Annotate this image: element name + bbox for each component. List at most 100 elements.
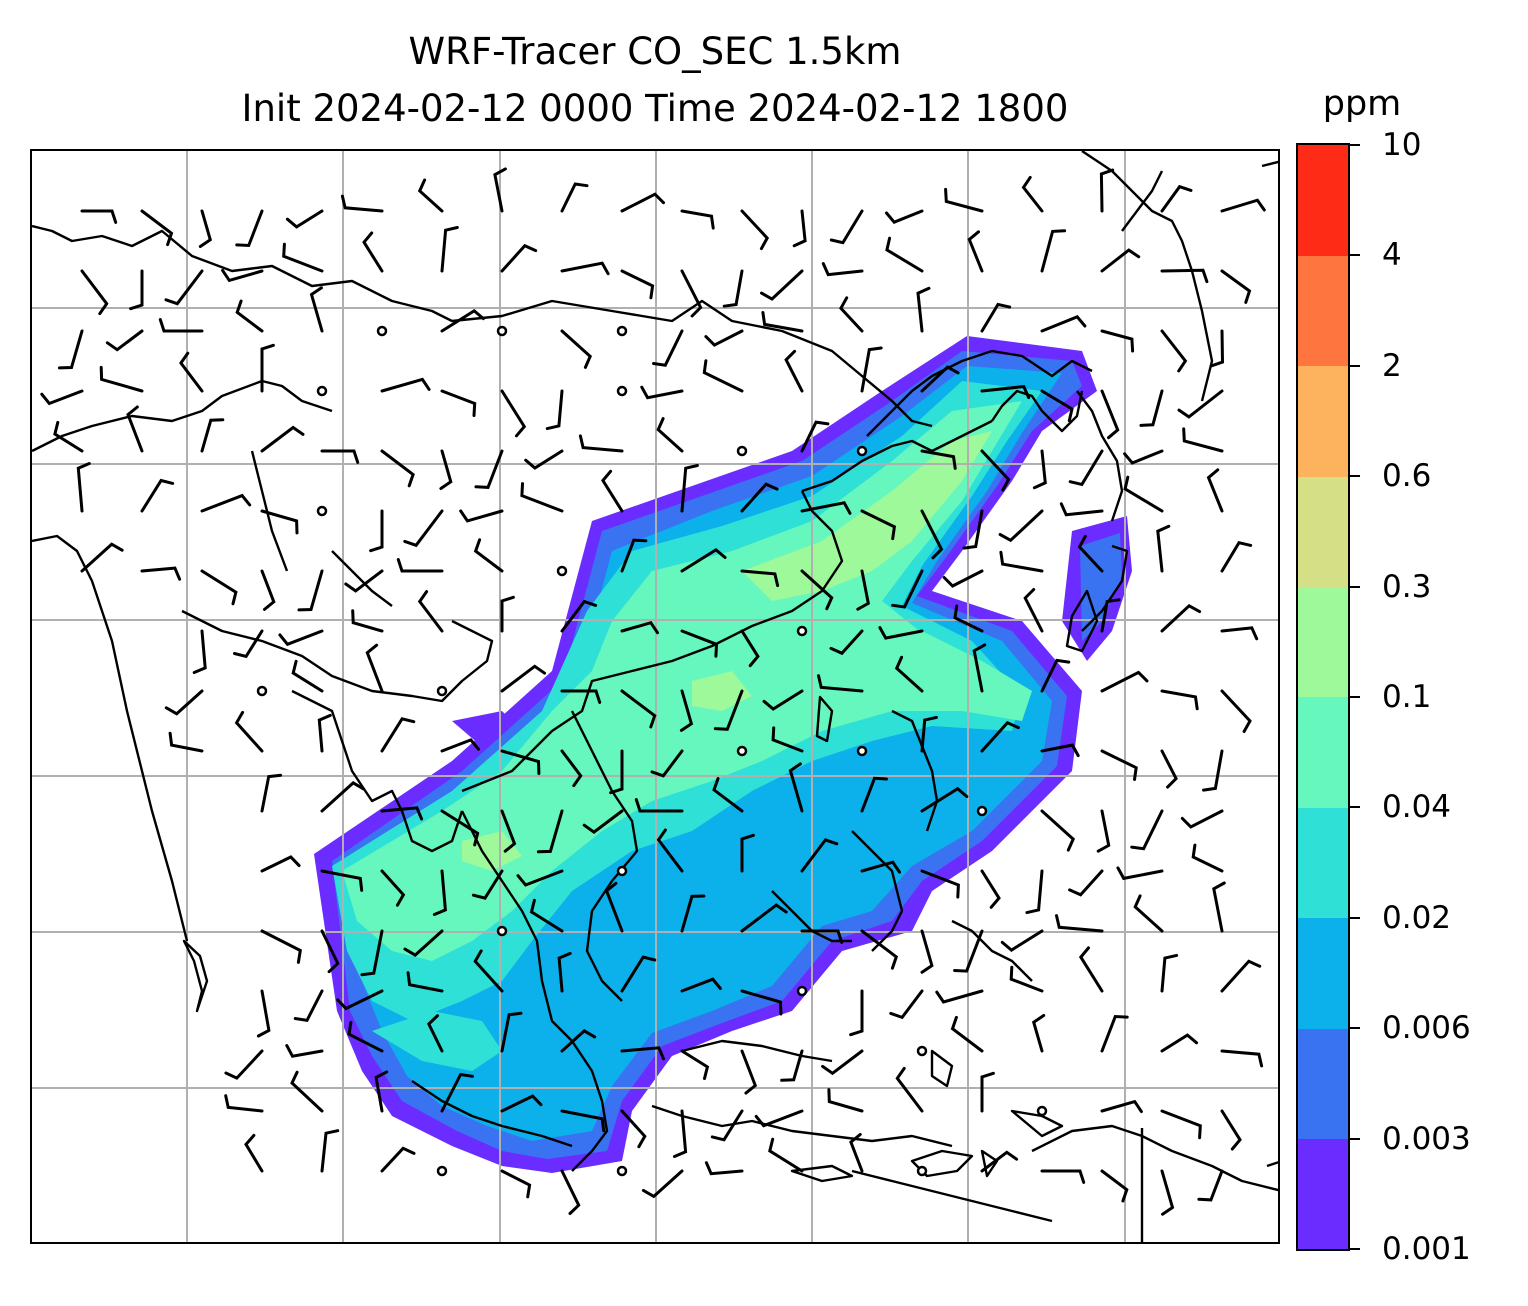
wind-barb xyxy=(860,509,897,541)
wind-barb xyxy=(380,869,406,907)
wind-barb xyxy=(179,351,204,393)
colorbar-unit: ppm xyxy=(1322,84,1402,124)
wind-barb xyxy=(471,869,504,900)
wind-barb xyxy=(380,717,416,753)
wind-barb xyxy=(76,462,91,513)
wind-barb xyxy=(58,329,84,370)
wind-barb xyxy=(560,1169,581,1215)
wind-barb xyxy=(560,182,589,213)
wind-barb xyxy=(792,209,807,248)
wind-barb xyxy=(760,269,804,301)
wind-barb xyxy=(317,713,332,753)
wind-barb xyxy=(849,989,864,1037)
wind-barb xyxy=(1040,229,1067,273)
wind-barb xyxy=(309,286,324,333)
wind-barb xyxy=(80,209,118,224)
wind-barb xyxy=(200,569,238,606)
colorbar-tick-label: 0.02 xyxy=(1382,899,1452,936)
wind-barb xyxy=(380,449,415,488)
wind-barb xyxy=(710,1109,744,1142)
wind-barb xyxy=(878,626,924,640)
colorbar-tick xyxy=(1350,475,1360,478)
wind-barb xyxy=(1100,749,1138,781)
coastline-segment xyxy=(1261,160,1278,168)
map-title: WRF-Tracer CO_SEC 1.5km xyxy=(408,30,902,73)
calm-wind-circle xyxy=(616,385,628,397)
coastline-segment xyxy=(681,1039,833,1063)
wind-barb xyxy=(164,269,204,306)
wind-barb xyxy=(1220,626,1259,641)
wind-barb xyxy=(473,949,504,993)
wind-barb xyxy=(500,664,547,693)
calm-wind-circle xyxy=(916,1165,928,1177)
coastlines xyxy=(32,151,1278,1242)
wind-barb xyxy=(360,929,384,977)
wind-barb xyxy=(1139,389,1164,427)
wind-barb xyxy=(1220,959,1262,993)
wind-barb xyxy=(1099,168,1115,213)
wind-barb xyxy=(1059,502,1104,517)
wind-barb xyxy=(761,311,804,333)
wind-barb xyxy=(192,629,207,674)
wind-barb xyxy=(164,689,204,716)
wind-barb xyxy=(920,365,960,393)
wind-barb xyxy=(459,509,504,523)
coastline-segment xyxy=(181,609,494,703)
wind-barb xyxy=(740,1049,758,1095)
wind-barb xyxy=(768,1137,804,1173)
colorbar-segment xyxy=(1298,145,1348,256)
coastline-segment xyxy=(32,379,333,453)
colorbar-segment xyxy=(1298,586,1348,698)
wind-barb xyxy=(885,209,924,224)
wind-barb xyxy=(953,604,984,633)
wind-barb xyxy=(1160,1109,1202,1140)
wind-barb xyxy=(1220,198,1266,213)
wind-barb xyxy=(839,296,864,333)
wind-barb xyxy=(1133,894,1164,933)
wind-barb xyxy=(1077,534,1104,573)
coastline-segment xyxy=(891,709,939,832)
wind-barb xyxy=(784,349,804,393)
wind-barb xyxy=(200,493,252,513)
wind-barb xyxy=(403,929,444,957)
wind-barb xyxy=(680,269,703,318)
wind-barb xyxy=(500,809,517,853)
coastline-segment xyxy=(460,810,609,1172)
wind-barb xyxy=(920,509,944,560)
wind-barb xyxy=(800,420,830,453)
wind-barb xyxy=(278,629,324,647)
wind-barb xyxy=(1182,427,1224,453)
calm-wind-circle xyxy=(1036,1105,1048,1117)
wind-barb xyxy=(260,425,305,453)
map-panel[interactable] xyxy=(30,149,1280,1244)
wind-barb xyxy=(1100,389,1120,440)
wind-barb xyxy=(656,417,684,453)
wind-barb xyxy=(1100,1169,1129,1203)
wind-barb xyxy=(260,569,276,611)
wind-barb xyxy=(980,1071,995,1113)
wind-barb xyxy=(362,231,384,273)
coastline-segment xyxy=(815,695,834,743)
colorbar-tick-label: 0.04 xyxy=(1382,789,1452,826)
wind-barb xyxy=(679,689,694,732)
wind-barb xyxy=(860,776,888,813)
coastline-segment xyxy=(1031,1124,1278,1192)
wind-barb xyxy=(380,806,424,821)
wind-barb xyxy=(473,538,504,573)
wind-barb xyxy=(800,501,852,515)
wind-barb xyxy=(1040,389,1074,423)
wind-barb xyxy=(604,881,624,933)
wind-barb xyxy=(417,178,444,213)
wind-barb xyxy=(953,929,984,973)
wind-barb xyxy=(224,1094,264,1113)
wind-barb xyxy=(99,365,144,393)
wind-barb xyxy=(320,449,360,464)
wind-barb xyxy=(980,449,1011,492)
wind-barb xyxy=(198,209,213,248)
wind-barb xyxy=(500,1094,543,1113)
wind-barb xyxy=(895,1066,924,1113)
wind-barb xyxy=(536,809,564,854)
coastline-segment xyxy=(801,419,993,493)
wind-barb xyxy=(290,1070,324,1113)
wind-barb xyxy=(1160,603,1202,633)
